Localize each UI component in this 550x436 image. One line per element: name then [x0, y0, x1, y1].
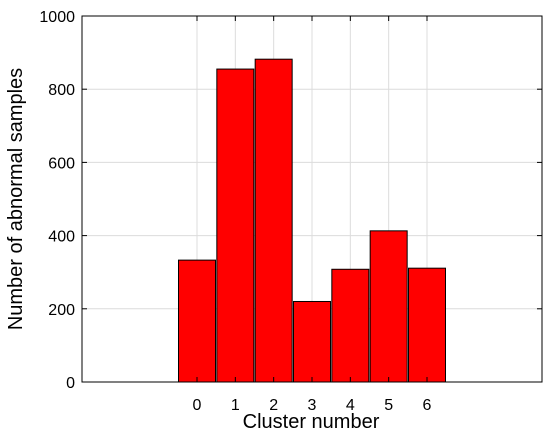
- y-axis-label: Number of abnormal samples: [5, 68, 27, 330]
- y-tick-label: 400: [48, 229, 75, 246]
- x-tick-label: 6: [423, 397, 432, 414]
- x-tick-label: 1: [231, 397, 240, 414]
- tick-marks: [82, 15, 542, 383]
- x-tick-label: 4: [346, 397, 355, 414]
- y-tick-label: 0: [66, 375, 75, 392]
- x-tick-labels: 0 1 2 3 4 5 6: [193, 397, 432, 414]
- x-tick-label: 5: [384, 397, 393, 414]
- y-tick-labels: 0 200 400 600 800 1000: [39, 9, 75, 392]
- bar-cluster-1: [216, 68, 255, 383]
- bar-cluster-5: [369, 230, 408, 383]
- x-tick-label: 0: [193, 397, 202, 414]
- x-axis-label: Cluster number: [243, 411, 380, 433]
- y-tick-label: 600: [48, 155, 75, 172]
- bar-cluster-6: [408, 267, 446, 383]
- bar-cluster-0: [178, 259, 216, 383]
- y-tick-label: 1000: [39, 9, 75, 26]
- x-tick-label: 3: [308, 397, 317, 414]
- y-tick-label: 800: [48, 82, 75, 99]
- y-tick-label: 200: [48, 302, 75, 319]
- bar-cluster-4: [331, 268, 370, 383]
- x-tick-label: 2: [269, 397, 278, 414]
- bars: [178, 58, 446, 383]
- bar-cluster-2: [254, 58, 293, 383]
- bar-cluster-3: [293, 300, 331, 383]
